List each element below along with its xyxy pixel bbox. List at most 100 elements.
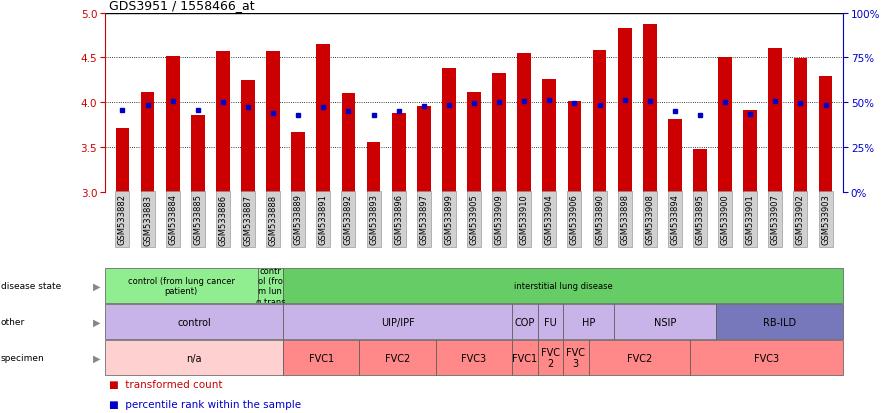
Bar xyxy=(818,77,833,192)
Text: ■  percentile rank within the sample: ■ percentile rank within the sample xyxy=(109,399,301,409)
Text: control: control xyxy=(177,317,211,327)
Bar xyxy=(105,304,283,339)
Bar xyxy=(794,59,807,192)
Text: UIP/IPF: UIP/IPF xyxy=(381,317,414,327)
Bar xyxy=(417,107,431,192)
Text: ▶: ▶ xyxy=(93,281,100,291)
Text: GSM533907: GSM533907 xyxy=(771,194,780,245)
Text: FVC2: FVC2 xyxy=(385,353,411,363)
Bar xyxy=(392,114,405,192)
Bar xyxy=(512,340,537,375)
Bar xyxy=(589,340,691,375)
Bar xyxy=(241,81,255,192)
Bar xyxy=(467,93,481,192)
Bar xyxy=(366,143,381,192)
Bar xyxy=(342,94,355,192)
Text: GSM533895: GSM533895 xyxy=(695,194,705,245)
Text: RB-ILD: RB-ILD xyxy=(763,317,796,327)
Bar xyxy=(567,102,581,192)
Bar xyxy=(492,74,506,192)
Text: GSM533897: GSM533897 xyxy=(419,194,428,245)
Bar xyxy=(359,340,436,375)
Bar xyxy=(693,149,707,192)
Text: GSM533906: GSM533906 xyxy=(570,194,579,245)
Text: FVC
2: FVC 2 xyxy=(541,347,559,368)
Text: GSM533886: GSM533886 xyxy=(218,194,227,245)
Bar xyxy=(283,340,359,375)
Bar xyxy=(563,304,614,339)
Text: GSM533908: GSM533908 xyxy=(645,194,655,245)
Text: ■  transformed count: ■ transformed count xyxy=(109,379,223,389)
Text: GSM533904: GSM533904 xyxy=(544,194,554,244)
Text: disease state: disease state xyxy=(1,282,61,290)
Text: GSM533900: GSM533900 xyxy=(721,194,729,244)
Bar xyxy=(257,268,283,304)
Text: GSM533893: GSM533893 xyxy=(369,194,378,245)
Text: GSM533890: GSM533890 xyxy=(595,194,604,245)
Bar xyxy=(292,133,305,192)
Text: GSM533910: GSM533910 xyxy=(520,194,529,244)
Text: GSM533905: GSM533905 xyxy=(470,194,478,244)
Text: GSM533894: GSM533894 xyxy=(670,194,679,245)
Bar xyxy=(614,304,716,339)
Bar xyxy=(436,340,512,375)
Bar xyxy=(643,25,656,192)
Text: FVC
3: FVC 3 xyxy=(566,347,585,368)
Bar xyxy=(716,304,843,339)
Text: contr
ol (fro
m lun
g trans: contr ol (fro m lun g trans xyxy=(255,266,285,306)
Text: ▶: ▶ xyxy=(93,353,100,363)
Text: GSM533892: GSM533892 xyxy=(344,194,353,245)
Text: GSM533885: GSM533885 xyxy=(193,194,203,245)
Bar xyxy=(105,268,257,304)
Bar xyxy=(266,52,280,192)
Bar xyxy=(768,49,782,192)
Text: n/a: n/a xyxy=(186,353,202,363)
Text: GSM533884: GSM533884 xyxy=(168,194,177,245)
Text: FVC1: FVC1 xyxy=(513,353,537,363)
Text: GSM533903: GSM533903 xyxy=(821,194,830,245)
Bar xyxy=(718,58,732,192)
Text: COP: COP xyxy=(515,317,535,327)
Bar xyxy=(537,304,563,339)
Bar xyxy=(191,116,204,192)
Bar xyxy=(537,340,563,375)
Bar xyxy=(744,111,757,192)
Bar xyxy=(105,340,283,375)
Bar xyxy=(563,340,589,375)
Text: other: other xyxy=(1,318,26,326)
Text: interstitial lung disease: interstitial lung disease xyxy=(514,282,612,290)
Text: FU: FU xyxy=(544,317,557,327)
Text: GSM533896: GSM533896 xyxy=(394,194,403,245)
Bar xyxy=(216,52,230,192)
Bar xyxy=(593,51,606,192)
Bar xyxy=(517,54,531,192)
Text: control (from lung cancer
patient): control (from lung cancer patient) xyxy=(128,276,234,296)
Bar xyxy=(283,304,512,339)
Text: ▶: ▶ xyxy=(93,317,100,327)
Bar xyxy=(442,69,455,192)
Bar xyxy=(618,29,632,192)
Text: specimen: specimen xyxy=(1,353,45,362)
Bar xyxy=(316,45,330,192)
Text: GSM533902: GSM533902 xyxy=(796,194,805,244)
Bar xyxy=(543,80,556,192)
Text: FVC1: FVC1 xyxy=(308,353,334,363)
Text: GSM533889: GSM533889 xyxy=(293,194,303,245)
Text: HP: HP xyxy=(581,317,596,327)
Text: FVC3: FVC3 xyxy=(462,353,486,363)
Bar xyxy=(141,93,154,192)
Bar xyxy=(283,268,843,304)
Text: GSM533882: GSM533882 xyxy=(118,194,127,245)
Bar xyxy=(668,120,682,192)
Text: FVC3: FVC3 xyxy=(754,353,780,363)
Text: GSM533888: GSM533888 xyxy=(269,194,278,245)
Text: GSM533899: GSM533899 xyxy=(444,194,454,245)
Bar xyxy=(115,129,130,192)
Bar xyxy=(691,340,843,375)
Text: GSM533887: GSM533887 xyxy=(243,194,253,245)
Bar xyxy=(512,304,537,339)
Text: GDS3951 / 1558466_at: GDS3951 / 1558466_at xyxy=(109,0,255,12)
Text: GSM533898: GSM533898 xyxy=(620,194,629,245)
Text: GSM533883: GSM533883 xyxy=(143,194,152,245)
Text: GSM533901: GSM533901 xyxy=(745,194,755,244)
